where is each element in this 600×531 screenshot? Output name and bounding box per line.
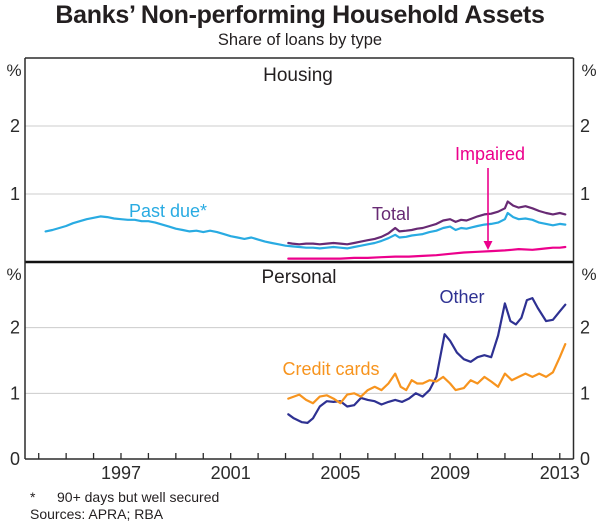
series-label-past_due: Past due*	[129, 201, 207, 221]
y-axis-tick-label-right: 2	[580, 116, 590, 136]
y-axis-tick-label-left: 0	[10, 449, 20, 469]
footnote-text: 90+ days but well secured	[57, 489, 220, 505]
series-label-credit_cards: Credit cards	[282, 359, 379, 379]
x-axis-year-label: 2009	[430, 463, 470, 483]
annotation-arrowhead	[483, 241, 493, 250]
y-axis-tick-label-left: 2	[10, 318, 20, 338]
series-label-impaired: Impaired	[455, 144, 525, 164]
x-axis-year-label: 1997	[101, 463, 141, 483]
panel-title: Personal	[262, 267, 337, 288]
y-axis-unit-right: %	[581, 61, 596, 80]
x-axis-year-label: 2013	[540, 463, 580, 483]
sources-line: Sources: APRA; RBA	[30, 506, 164, 522]
y-axis-tick-label-left: 2	[10, 116, 20, 136]
series-line-total	[287, 200, 567, 246]
y-axis-unit-right: %	[581, 265, 596, 284]
chart-subtitle: Share of loans by type	[217, 31, 383, 49]
y-axis-tick-label-left: 1	[10, 184, 20, 204]
chart-footnotes: * 90+ days but well secured Sources: APRA…	[30, 489, 219, 523]
panel-title: Housing	[263, 65, 333, 86]
series-label-total: Total	[372, 204, 410, 224]
series-line-past_due	[44, 211, 567, 250]
x-axis-year-label: 2005	[320, 463, 360, 483]
series-label-other: Other	[439, 287, 484, 307]
series-line-credit_cards	[287, 343, 567, 405]
y-axis-unit-left: %	[6, 265, 21, 284]
x-axis-year-label: 2001	[211, 463, 251, 483]
y-axis-tick-label-right: 0	[580, 449, 590, 469]
page-title: Banks’ Non-performing Household Assets	[55, 1, 545, 29]
chart-generated: 1 1 2 2% % Housing Past due* Total Impaired 0 0 1 1 2…	[6, 57, 597, 483]
series-line-other	[287, 297, 567, 424]
footnote-marker: *	[30, 489, 36, 505]
footnote-line: * 90+ days but well secured	[30, 489, 219, 506]
y-axis-tick-label-right: 1	[580, 383, 590, 403]
y-axis-tick-label-left: 1	[10, 383, 20, 403]
series-line-impaired	[287, 245, 567, 260]
y-axis-tick-label-right: 2	[580, 318, 590, 338]
y-axis-unit-left: %	[6, 61, 21, 80]
y-axis-tick-label-right: 1	[580, 184, 590, 204]
